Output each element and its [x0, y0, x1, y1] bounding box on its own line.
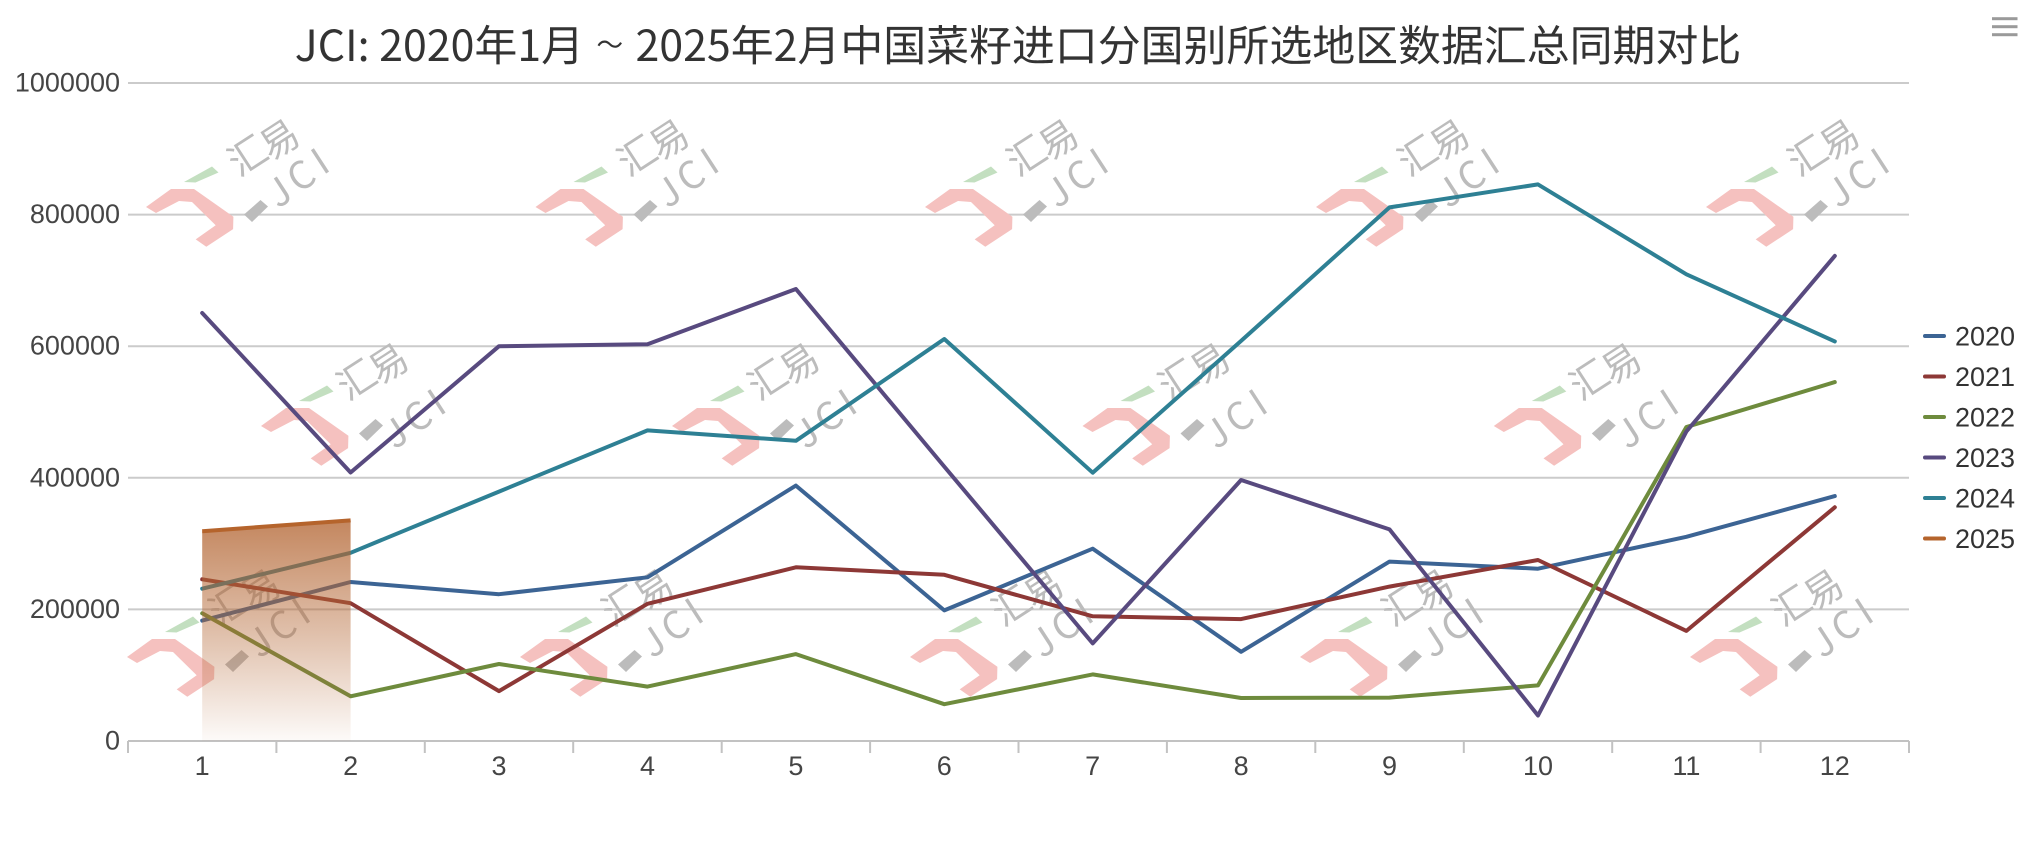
svg-text:200000: 200000 [30, 594, 120, 624]
svg-text:0: 0 [105, 726, 120, 756]
svg-text:2025: 2025 [1955, 524, 2015, 554]
svg-text:2023: 2023 [1955, 443, 2015, 473]
svg-text:6: 6 [937, 751, 952, 781]
svg-text:1: 1 [195, 751, 210, 781]
svg-text:9: 9 [1382, 751, 1397, 781]
svg-text:3: 3 [491, 751, 506, 781]
svg-text:800000: 800000 [30, 199, 120, 229]
svg-text:10: 10 [1523, 751, 1553, 781]
svg-text:2024: 2024 [1955, 484, 2015, 514]
svg-text:1000000: 1000000 [15, 68, 120, 98]
svg-text:8: 8 [1234, 751, 1249, 781]
svg-text:600000: 600000 [30, 331, 120, 361]
svg-text:11: 11 [1672, 751, 1700, 781]
svg-text:12: 12 [1820, 751, 1850, 781]
svg-text:2: 2 [343, 751, 358, 781]
svg-text:2022: 2022 [1955, 403, 2015, 433]
svg-text:4: 4 [640, 751, 655, 781]
svg-text:400000: 400000 [30, 462, 120, 492]
svg-text:7: 7 [1085, 751, 1100, 781]
svg-text:5: 5 [788, 751, 803, 781]
svg-text:2020: 2020 [1955, 322, 2015, 352]
svg-text:2021: 2021 [1955, 362, 2015, 392]
